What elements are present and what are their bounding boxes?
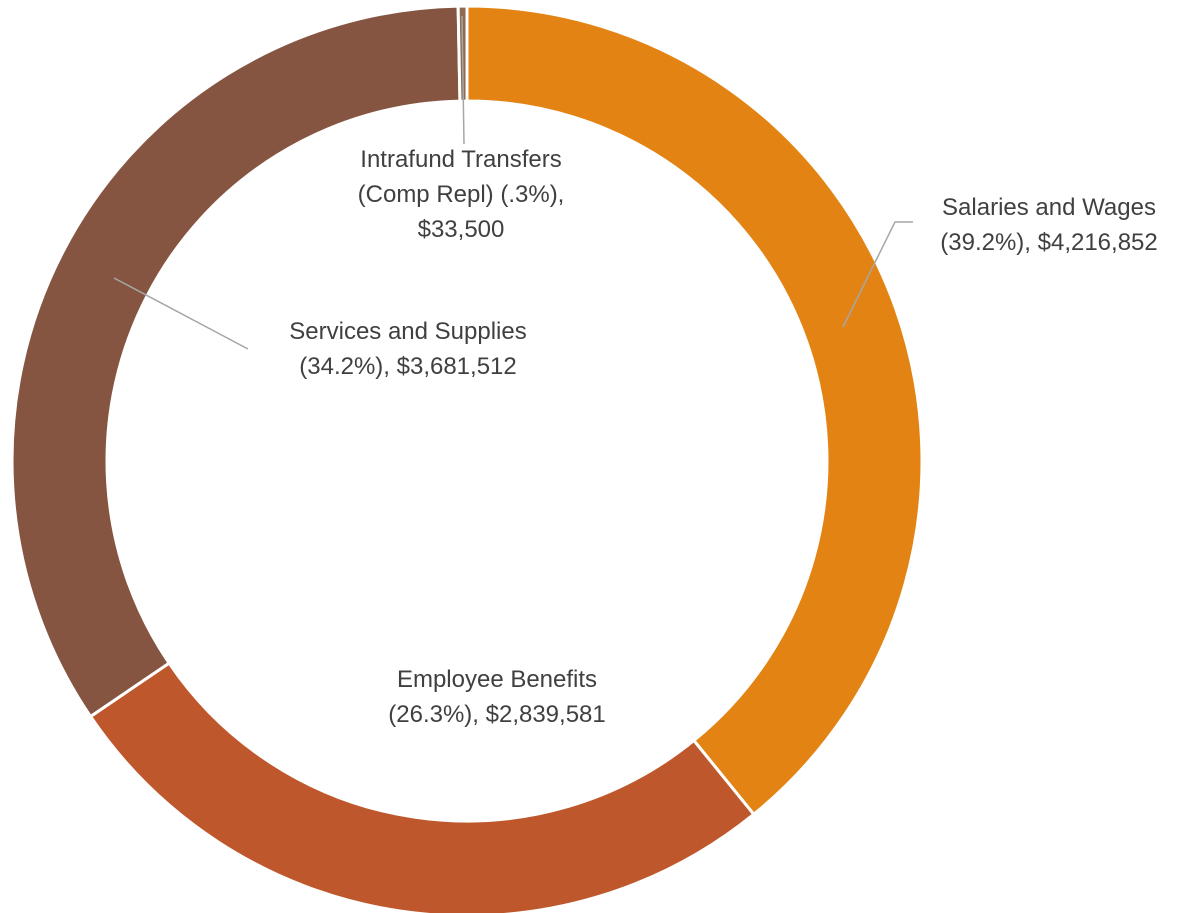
data-labels-group: Salaries and Wages (39.2%), $4,216,852 Emp… — [289, 146, 1157, 728]
data-label-employee-benefits: Employee Benefits (26.3%), $2,839,581 — [388, 666, 606, 728]
data-label-intrafund-transfers-line-2: (Comp Repl) (.3%), — [358, 181, 565, 208]
slices-group — [10, 4, 924, 913]
slice-services-and-supplies — [10, 4, 462, 719]
data-label-employee-benefits-line-2: (26.3%), $2,839,581 — [388, 701, 606, 728]
data-label-salaries-and-wages: Salaries and Wages (39.2%), $4,216,852 — [940, 194, 1158, 256]
data-label-salaries-and-wages-line-1: Salaries and Wages — [942, 194, 1156, 221]
slice-salaries-and-wages — [465, 4, 924, 817]
data-label-salaries-and-wages-line-2: (39.2%), $4,216,852 — [940, 229, 1158, 256]
data-label-services-and-supplies-line-2: (34.2%), $3,681,512 — [299, 353, 517, 380]
leader-line-salaries — [842, 221, 913, 328]
data-label-employee-benefits-line-1: Employee Benefits — [397, 666, 597, 693]
data-label-services-and-supplies: Services and Supplies (34.2%), $3,681,512 — [289, 318, 526, 380]
leader-line-intrafund — [461, 15, 465, 145]
data-label-intrafund-transfers: Intrafund Transfers (Comp Repl) (.3%), $33… — [358, 146, 565, 243]
data-label-intrafund-transfers-line-3: $33,500 — [418, 216, 505, 243]
leader-lines-group — [113, 15, 913, 350]
data-label-intrafund-transfers-line-1: Intrafund Transfers — [360, 146, 561, 173]
slice-employee-benefits — [88, 661, 756, 913]
leader-line-services — [113, 277, 249, 350]
data-label-services-and-supplies-line-1: Services and Supplies — [289, 318, 526, 345]
